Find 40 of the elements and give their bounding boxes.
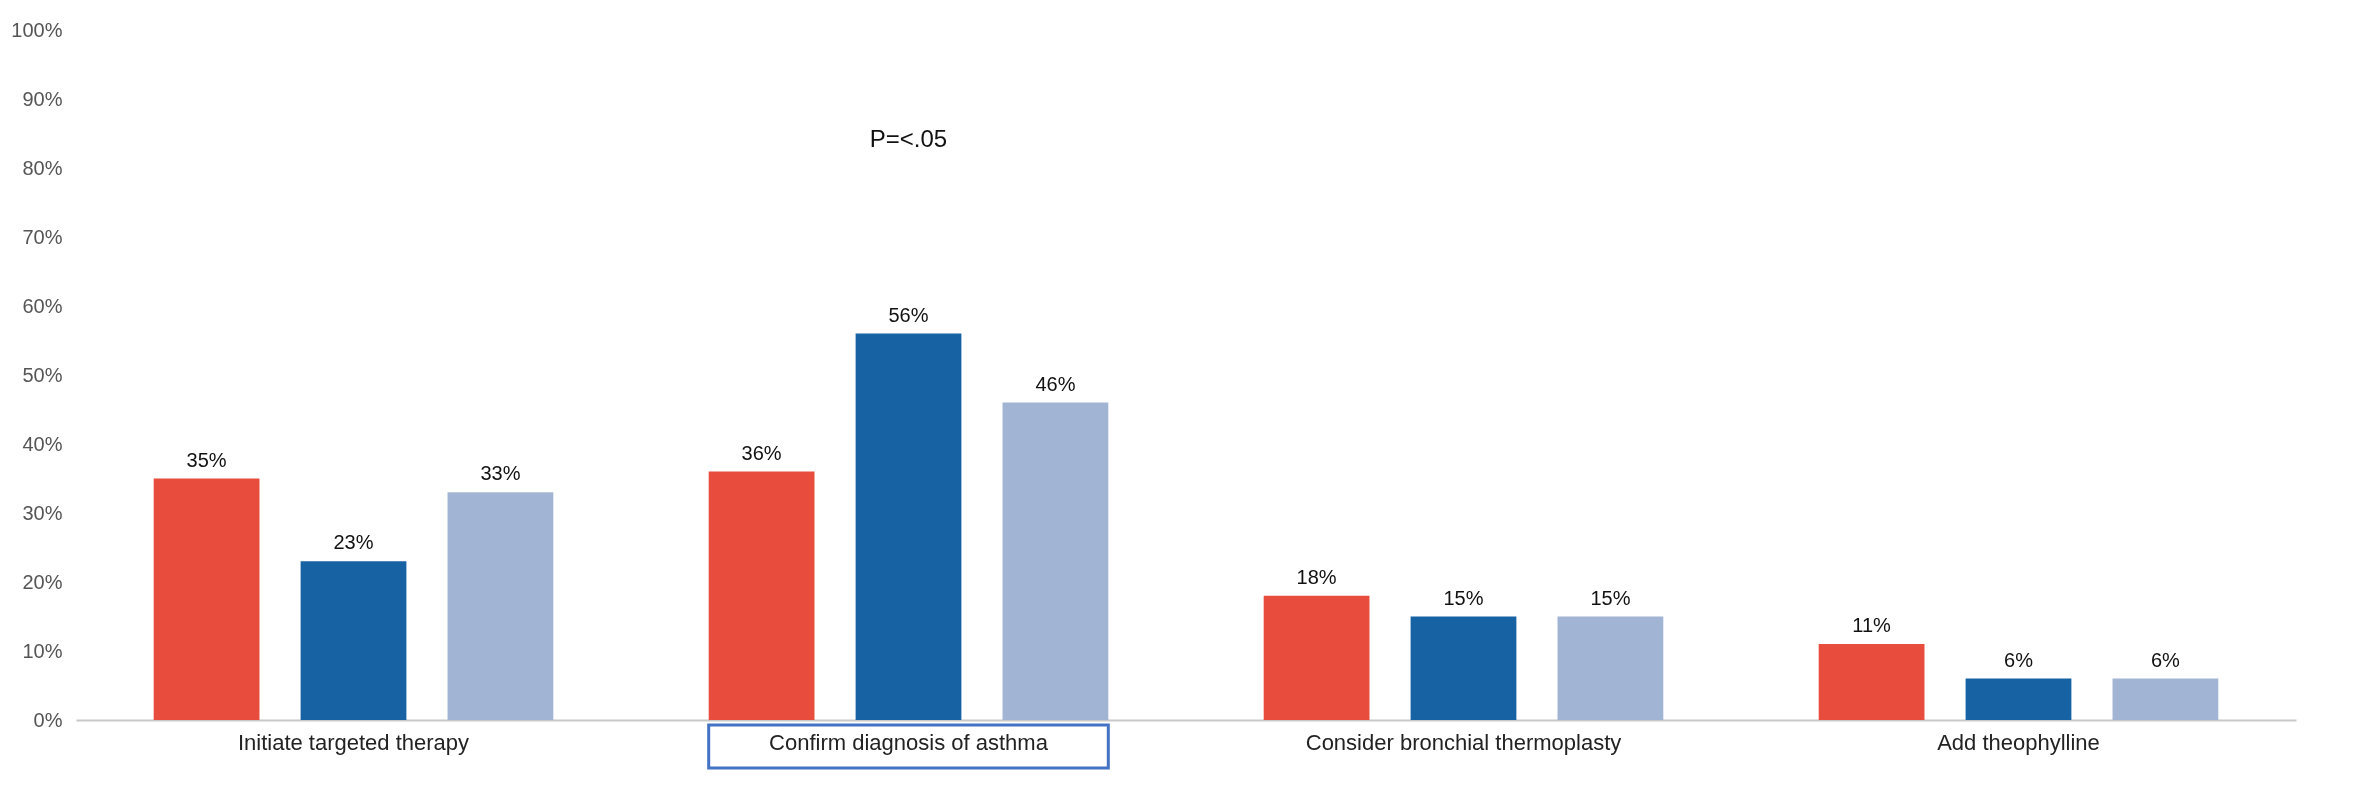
data-label: 6% xyxy=(2004,648,2034,671)
bar xyxy=(1263,595,1370,720)
y-tick-label: 30% xyxy=(22,501,63,524)
y-tick-label: 40% xyxy=(22,432,63,455)
y-tick-label: 90% xyxy=(22,87,63,110)
data-label: 56% xyxy=(888,303,929,326)
data-label: 15% xyxy=(1590,586,1631,609)
bar xyxy=(1410,616,1517,720)
annotation: P=<.05 xyxy=(869,125,948,152)
bar xyxy=(153,478,260,720)
x-tick-label: Consider bronchial thermoplasty xyxy=(1305,729,1622,755)
data-label: 15% xyxy=(1443,586,1484,609)
y-tick-label: 80% xyxy=(22,156,63,179)
bar xyxy=(1002,402,1109,720)
bar xyxy=(1557,616,1664,720)
data-label: 6% xyxy=(2150,648,2181,671)
data-label: 33% xyxy=(480,462,521,485)
data-label: 11% xyxy=(1852,614,1892,637)
y-tick-label: 70% xyxy=(22,225,63,248)
data-label: 18% xyxy=(1296,565,1337,588)
x-tick-label: Confirm diagnosis of asthma xyxy=(769,729,1049,755)
y-tick-label: 10% xyxy=(22,639,63,662)
y-tick-label: 0% xyxy=(33,708,63,731)
data-label: 36% xyxy=(741,441,782,464)
bar xyxy=(708,471,815,720)
bar xyxy=(2112,678,2219,720)
x-tick-label: Initiate targeted therapy xyxy=(237,729,470,755)
y-tick-label: 100% xyxy=(11,18,63,41)
bar xyxy=(300,561,407,720)
x-tick-label: Add theophylline xyxy=(1937,729,2100,755)
bar xyxy=(1965,678,2072,720)
bar xyxy=(1818,644,1925,720)
data-label: 23% xyxy=(333,531,374,554)
bar xyxy=(855,333,962,720)
bar xyxy=(447,492,554,720)
y-tick-label: 60% xyxy=(22,294,63,317)
y-tick-label: 50% xyxy=(22,363,63,386)
y-tick-label: 20% xyxy=(22,570,63,593)
data-label: 35% xyxy=(186,448,227,471)
data-label: 46% xyxy=(1035,372,1076,395)
